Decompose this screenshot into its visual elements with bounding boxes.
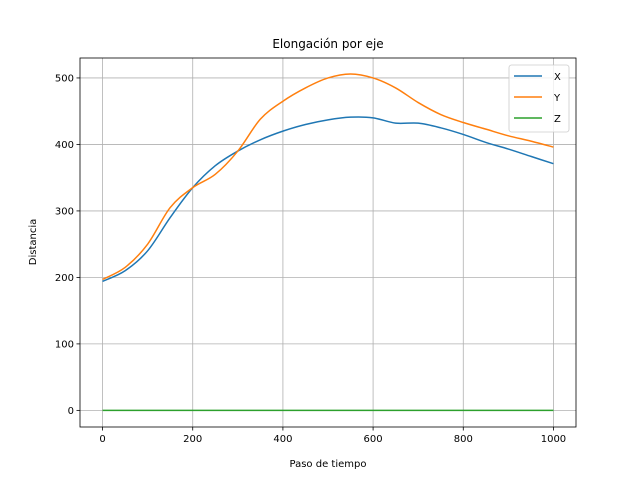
series-line-y <box>102 73 554 281</box>
y-tick-label: 100 <box>55 339 74 350</box>
legend-label-x: X <box>554 72 561 83</box>
x-tick-label: 200 <box>183 434 202 445</box>
legend-label-z: Z <box>554 114 561 125</box>
y-tick-label: 200 <box>55 273 74 284</box>
legend-label-y: Y <box>553 93 561 104</box>
series-lines <box>102 73 554 412</box>
axis-ticks: 0 200 400 600 800 1000 0 100 200 300 400 500 <box>55 73 566 445</box>
x-tick-label: 0 <box>99 434 105 445</box>
x-tick-label: 400 <box>273 434 292 445</box>
y-tick-label: 400 <box>55 140 74 151</box>
legend-box <box>508 64 570 133</box>
chart-title: Elongación por eje <box>272 37 383 51</box>
x-axis-label: Paso de tiempo <box>290 459 367 470</box>
x-tick-label: 800 <box>454 434 473 445</box>
plot-frame <box>79 57 577 428</box>
x-tick-label: 1000 <box>541 434 566 445</box>
y-tick-label: 500 <box>55 73 74 84</box>
legend: XYZ <box>508 64 570 133</box>
series-line-x <box>102 116 554 283</box>
y-tick-label: 300 <box>55 206 74 217</box>
y-axis-label: Distancia <box>28 219 39 265</box>
x-tick-label: 600 <box>364 434 383 445</box>
y-tick-label: 0 <box>68 406 74 417</box>
